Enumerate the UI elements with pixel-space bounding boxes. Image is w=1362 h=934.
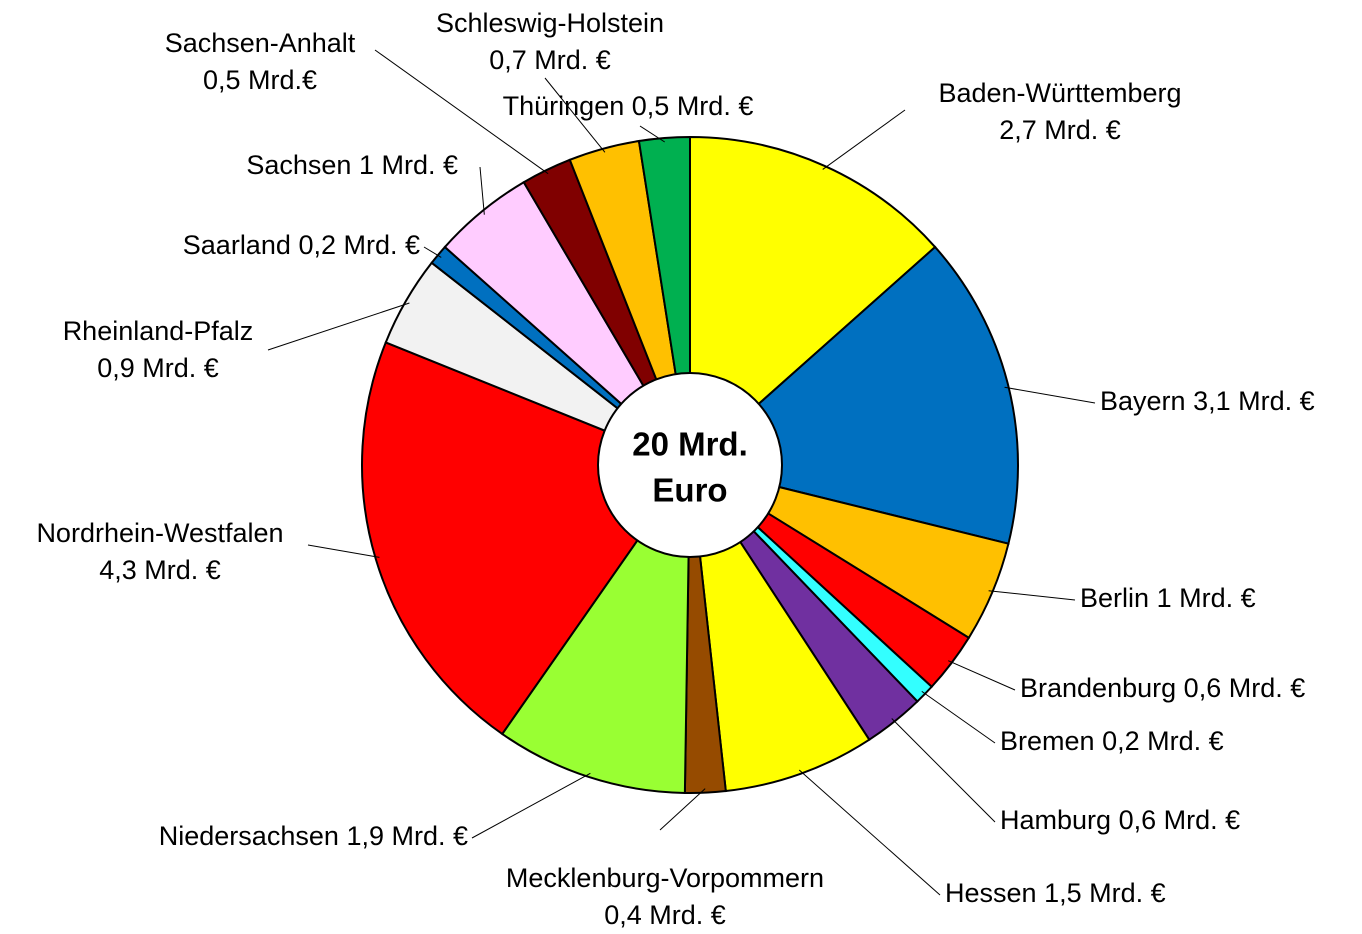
slice-label: Sachsen 1 Mrd. € bbox=[246, 150, 458, 180]
leaders bbox=[267, 49, 1096, 896]
value-label: 0,9 Mrd. € bbox=[97, 353, 219, 383]
slice bbox=[500, 461, 692, 794]
leader-line bbox=[1004, 386, 1096, 404]
category-name: Hessen bbox=[945, 878, 1037, 908]
slice bbox=[689, 135, 937, 468]
category-name: Thüringen bbox=[503, 91, 625, 121]
slice-label: Mecklenburg-Vorpommern bbox=[506, 863, 824, 893]
slice-label: Bremen 0,2 Mrd. € bbox=[1000, 726, 1224, 756]
category-name: Brandenburg bbox=[1020, 673, 1176, 703]
leader-line bbox=[374, 49, 549, 175]
leader-line bbox=[798, 769, 941, 896]
category-name: Hamburg bbox=[1000, 805, 1111, 835]
slice-label: Hessen 1,5 Mrd. € bbox=[945, 878, 1166, 908]
value-label: 1 Mrd. € bbox=[359, 150, 458, 180]
slice-label: Bayern 3,1 Mrd. € bbox=[1100, 386, 1315, 416]
category-name: Berlin bbox=[1080, 583, 1149, 613]
slice-label: Sachsen-Anhalt bbox=[165, 28, 356, 58]
value-label: 2,7 Mrd. € bbox=[999, 115, 1121, 145]
category-name: Bayern bbox=[1100, 386, 1186, 416]
leader-line bbox=[947, 660, 1016, 691]
slice-label: Baden-Württemberg bbox=[938, 78, 1181, 108]
slice-label: Schleswig-Holstein bbox=[436, 8, 664, 38]
slice-label: Thüringen 0,5 Mrd. € bbox=[503, 91, 754, 121]
leader-line bbox=[659, 788, 706, 831]
slice bbox=[689, 464, 871, 793]
value-label: 0,2 Mrd. € bbox=[1102, 726, 1224, 756]
category-name: Sachsen bbox=[246, 150, 351, 180]
value-label: 1 Mrd. € bbox=[1157, 583, 1256, 613]
leader-line bbox=[307, 544, 380, 558]
slice-label: Berlin 1 Mrd. € bbox=[1080, 583, 1256, 613]
leader-line bbox=[544, 77, 606, 153]
value-label: 0,4 Mrd. € bbox=[604, 900, 726, 930]
leader-line bbox=[822, 109, 906, 170]
leader-line bbox=[639, 125, 665, 143]
slice-label: Brandenburg 0,6 Mrd. € bbox=[1020, 673, 1305, 703]
slice-label: Rheinland-Pfalz bbox=[63, 316, 254, 346]
slice-label: Niedersachsen 1,9 Mrd. € bbox=[159, 821, 468, 851]
center-label: Euro bbox=[652, 472, 727, 509]
slice-label: Nordrhein-Westfalen bbox=[36, 518, 283, 548]
category-name: Bremen bbox=[1000, 726, 1095, 756]
value-label: 0,6 Mrd. € bbox=[1119, 805, 1241, 835]
value-label: 1,5 Mrd. € bbox=[1044, 878, 1166, 908]
value-label: 3,1 Mrd. € bbox=[1193, 386, 1315, 416]
leader-line bbox=[988, 590, 1076, 601]
value-label: 1,9 Mrd. € bbox=[346, 821, 468, 851]
center-label: 20 Mrd. bbox=[632, 426, 748, 463]
leader-line bbox=[267, 302, 410, 351]
slice-label: Hamburg 0,6 Mrd. € bbox=[1000, 805, 1240, 835]
category-name: Niedersachsen bbox=[159, 821, 339, 851]
leader-line bbox=[891, 718, 996, 823]
value-label: 0,7 Mrd. € bbox=[489, 45, 611, 75]
value-label: 0,2 Mrd. € bbox=[298, 230, 420, 260]
labels: Baden-Württemberg 2,7 Mrd. € Bayern 3,1 Mrd… bbox=[36, 8, 1314, 930]
category-name: Saarland bbox=[183, 230, 291, 260]
leader-line bbox=[471, 772, 591, 839]
leader-line bbox=[479, 166, 485, 215]
leader-line bbox=[423, 246, 442, 258]
value-label: 4,3 Mrd. € bbox=[99, 555, 221, 585]
value-label: 0,5 Mrd.€ bbox=[203, 65, 317, 95]
value-label: 0,5 Mrd. € bbox=[632, 91, 754, 121]
slice-label: Saarland 0,2 Mrd. € bbox=[183, 230, 420, 260]
leader-line bbox=[921, 690, 996, 744]
center-hole bbox=[597, 372, 783, 558]
value-label: 0,6 Mrd. € bbox=[1184, 673, 1306, 703]
